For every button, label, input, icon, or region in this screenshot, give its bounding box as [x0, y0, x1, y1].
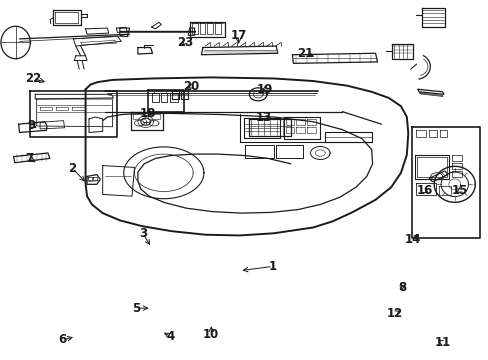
- Text: 21: 21: [297, 47, 313, 60]
- Text: 20: 20: [183, 80, 200, 93]
- Text: 19: 19: [256, 83, 273, 96]
- Text: 2: 2: [68, 162, 76, 175]
- Text: 4: 4: [166, 330, 174, 343]
- Text: 12: 12: [386, 307, 403, 320]
- Text: 3: 3: [139, 227, 146, 240]
- Text: 15: 15: [450, 184, 467, 197]
- Text: 13: 13: [255, 111, 272, 124]
- Text: 5: 5: [132, 302, 140, 315]
- Text: 8: 8: [397, 281, 405, 294]
- Text: 16: 16: [415, 184, 432, 197]
- Text: 9: 9: [28, 119, 36, 132]
- Text: 1: 1: [268, 260, 276, 273]
- Text: 18: 18: [139, 107, 156, 120]
- Text: 11: 11: [433, 336, 450, 349]
- Text: 10: 10: [203, 328, 219, 341]
- Text: 17: 17: [230, 29, 246, 42]
- Text: 6: 6: [59, 333, 66, 346]
- Text: 23: 23: [176, 36, 193, 49]
- Text: 7: 7: [25, 152, 33, 165]
- Text: 14: 14: [404, 233, 421, 246]
- Text: 22: 22: [25, 72, 41, 85]
